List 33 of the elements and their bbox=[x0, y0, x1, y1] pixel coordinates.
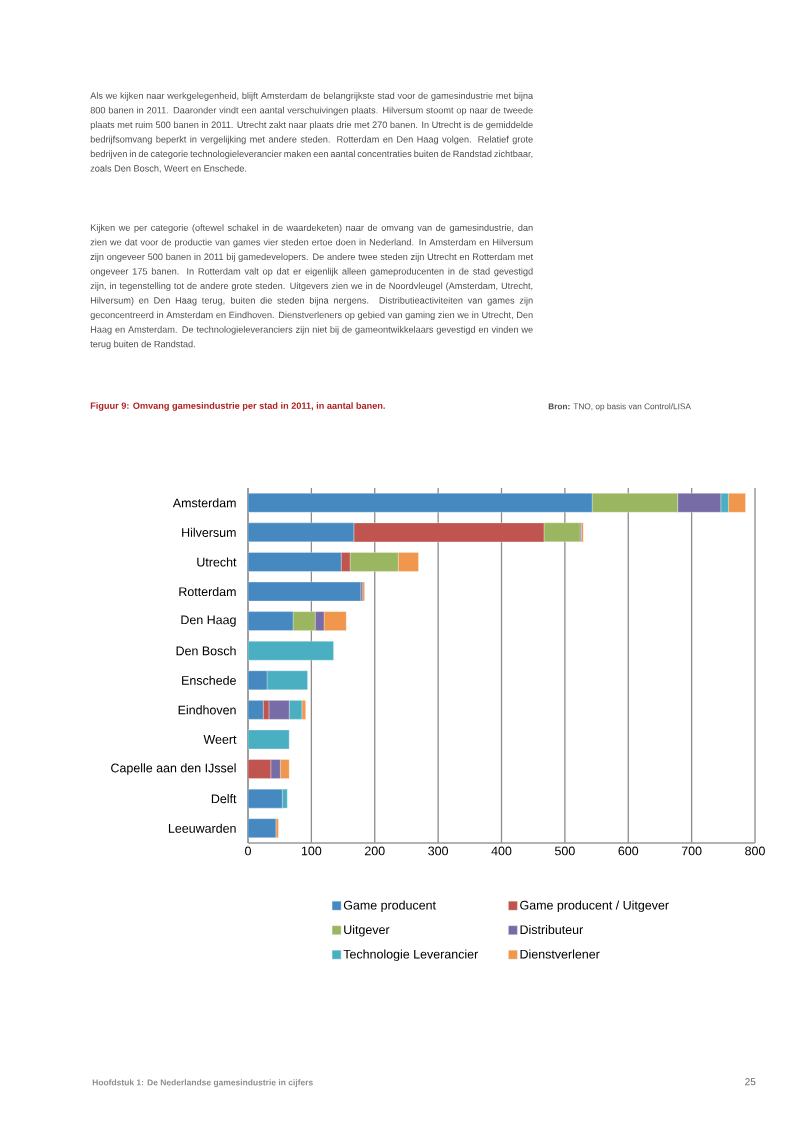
legend-label: Dienstverlener bbox=[520, 949, 600, 959]
text: Bron: TNO, op basis van Control/LISA bbox=[548, 403, 691, 411]
y-tick-label: Capelle aan den IJssel bbox=[111, 763, 236, 775]
chart-title: Figuur 9: Omvang gamesindustrie per stad in 2011, in aantal banen. bbox=[90, 402, 385, 411]
y-tick-label: Eindhoven bbox=[178, 705, 236, 715]
text: Kijken we per categorie (oftewel schakel in de waardeketen) naar de omvang van de gamesindustrie, dan zien we dat voor de productie van games vier steden ertoe doen in Nederland. In Amsterdam en Hilversum zijn ongeveer 500 banen in 2011 bij gamedevelopers. De andere twee steden zijn Utrecht en Rotterdam met ongeveer 175 banen. In Rotterdam valt op dat er eigenlijk alleen gameproducenten in de stad gevestigd zijn, in tegenstelling tot de andere grote steden. Uitgevers zien we in de Noordvleugel (Amsterdam, Utrecht, Hilversum) en Den Haag terug, buiten die steden bijna nergens. Distributieactiviteiten van games zijn geconcentreerd in Amsterdam en Eindhoven. Dienstverleners op gebied van gaming zien we in Utrecht, Den Haag en Amsterdam. De technologieleveranciers zijn niet bij de gameontwikkelaars gevestigd en vinden we terug buiten de Randstad. bbox=[90, 224, 534, 350]
x-tick-label: 200 bbox=[364, 846, 385, 856]
x-tick-label: 700 bbox=[681, 846, 702, 856]
legend-label: Game producent / Uitgever bbox=[520, 900, 669, 913]
x-tick-label: 600 bbox=[618, 846, 639, 856]
text: Als we kijken naar werkgelegenheid, blijft Amsterdam de belangrijkste stad voor de gamesindustrie met bijna 800 banen in 2011. Daaronder vindt een aantal verschuivingen plaats. Hilversum stoomt op naar de tweede plaats met ruim 500 banen in 2011. Utrecht zakt naar plaats drie met 270 banen. In Utrecht is de gemiddelde bedrijfsomvang beperkt in vergelijking met andere steden. Rotterdam en Den Haag volgen. Relatief grote bedrijven in de categorie technologieleverancier maken een aantal concentraties buiten de Randstad zichtbaar, zoals Den Bosch, Weert en Enschede. bbox=[90, 92, 534, 173]
x-tick-label: 100 bbox=[301, 846, 322, 856]
legend-label: Uitgever bbox=[344, 924, 390, 937]
y-tick-label: Den Haag bbox=[181, 615, 236, 627]
x-tick-label: 800 bbox=[745, 846, 765, 856]
y-tick-label: Rotterdam bbox=[179, 586, 236, 597]
y-tick-label: Amsterdam bbox=[172, 498, 236, 508]
legend-label: Distributeur bbox=[520, 924, 583, 935]
x-tick-label: 0 bbox=[245, 846, 251, 856]
x-tick-label: 400 bbox=[491, 846, 512, 856]
legend-label: Game producent bbox=[343, 900, 436, 913]
legend-label: Technologie Leverancier bbox=[343, 949, 479, 962]
y-tick-label: Utrecht bbox=[197, 557, 237, 567]
y-tick-label: Den Bosch bbox=[176, 646, 236, 656]
y-tick-label: Weert bbox=[203, 735, 237, 744]
text: Hoofdstuk 1: De Nederlandse gamesindustrie in cijfers bbox=[92, 1079, 313, 1088]
text: 25 bbox=[745, 1078, 756, 1086]
y-tick-label: Delft bbox=[211, 794, 237, 804]
y-tick-label: Hilversum bbox=[182, 527, 236, 537]
y-tick-label: Enschede bbox=[182, 675, 236, 685]
x-tick-label: 300 bbox=[428, 846, 449, 856]
y-tick-label: Leeuwarden bbox=[168, 823, 236, 833]
x-tick-label: 500 bbox=[554, 846, 575, 856]
